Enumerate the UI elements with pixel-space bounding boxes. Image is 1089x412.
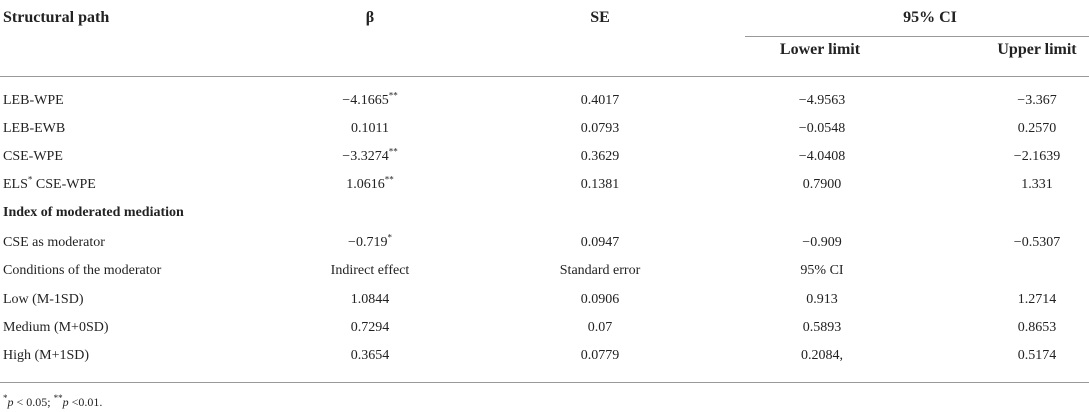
table-cell: ELS* CSE-WPE xyxy=(3,174,96,194)
rule xyxy=(745,36,1089,37)
table-cell: 0.5893 xyxy=(802,320,842,335)
rule xyxy=(0,382,1089,383)
table-cell: −3.367 xyxy=(1017,93,1057,108)
cell-text: CSE-WPE xyxy=(32,177,96,192)
table-cell: Low (M-1SD) xyxy=(3,292,84,307)
table-cell: 0.0906 xyxy=(580,292,620,307)
cell-sup: ** xyxy=(388,146,398,157)
table-cell: 0.1011 xyxy=(351,121,389,136)
footnote-part: p xyxy=(62,395,69,409)
footnote-part: <0.01. xyxy=(68,395,103,409)
table-cell: 95% CI xyxy=(800,263,844,278)
cell-sup: ** xyxy=(388,90,398,101)
table-cell: 0.0947 xyxy=(580,235,620,250)
rule xyxy=(0,76,1089,77)
cell-sup: * xyxy=(387,232,392,243)
table-cell: 0.2084, xyxy=(801,348,843,363)
table-cell: 0.8653 xyxy=(1017,320,1057,335)
table-cell: Conditions of the moderator xyxy=(3,263,162,278)
table-cell: 0.5174 xyxy=(1017,348,1057,363)
footnote-part: * xyxy=(3,393,8,403)
table-cell: −0.719* xyxy=(348,232,392,252)
table-cell: 1.331 xyxy=(1021,177,1053,192)
table-cell: 0.1381 xyxy=(580,177,620,192)
table-cell: 0.2570 xyxy=(1017,121,1057,136)
table-cell: 0.3654 xyxy=(350,348,390,363)
table-cell: 1.0844 xyxy=(350,292,390,307)
table-cell: Indirect effect xyxy=(330,263,410,278)
table-cell: 0.3629 xyxy=(580,149,620,164)
table-cell: LEB-WPE xyxy=(3,93,64,108)
cell-text: 1.0616 xyxy=(346,177,385,192)
table-cell: −0.0548 xyxy=(798,121,846,136)
table-cell: Medium (M+0SD) xyxy=(3,320,109,335)
table-cell: 0.913 xyxy=(806,292,838,307)
subheader-cell: Lower limit xyxy=(779,41,861,58)
table-cell: 0.07 xyxy=(587,320,613,335)
table-cell: −0.909 xyxy=(802,235,842,250)
table-cell: −0.5307 xyxy=(1013,235,1061,250)
table-cell: CSE as moderator xyxy=(3,235,105,250)
header-cell: Structural path xyxy=(3,9,110,26)
cell-text: −0.719 xyxy=(348,235,388,250)
table-cell: 1.0616** xyxy=(346,174,394,194)
footnote: *p < 0.05; **p <0.01. xyxy=(3,393,103,410)
table-cell: 0.7900 xyxy=(802,177,842,192)
cell-sup: ** xyxy=(384,174,394,185)
table-cell: 1.2714 xyxy=(1017,292,1057,307)
table-cell: −4.1665** xyxy=(342,90,398,110)
footnote-part: < 0.05; xyxy=(13,395,54,409)
header-cell: SE xyxy=(590,9,610,26)
table-cell: −3.3274** xyxy=(342,146,398,166)
table-cell: −4.9563 xyxy=(798,93,846,108)
cell-text: −3.3274 xyxy=(342,149,389,164)
header-cell: β xyxy=(365,9,375,26)
table-cell: Standard error xyxy=(559,263,641,278)
table-cell: LEB-EWB xyxy=(3,121,66,136)
table-cell: −2.1639 xyxy=(1013,149,1061,164)
table-cell: High (M+1SD) xyxy=(3,348,90,363)
table-cell: 0.0793 xyxy=(580,121,620,136)
cell-text: ELS xyxy=(3,177,28,192)
table-cell: 0.0779 xyxy=(580,348,620,363)
cell-sup: * xyxy=(27,174,33,185)
table-cell: CSE-WPE xyxy=(3,149,63,164)
subheader-cell: Upper limit xyxy=(997,41,1077,58)
table-cell: Index of moderated mediation xyxy=(3,205,184,220)
footnote-part: p xyxy=(7,395,14,409)
cell-text: −4.1665 xyxy=(342,93,389,108)
table-cell: 0.4017 xyxy=(580,93,620,108)
table-cell: −4.0408 xyxy=(798,149,846,164)
footnote-part: ** xyxy=(53,393,63,403)
header-cell: 95% CI xyxy=(903,9,957,26)
table-cell: 0.7294 xyxy=(350,320,390,335)
